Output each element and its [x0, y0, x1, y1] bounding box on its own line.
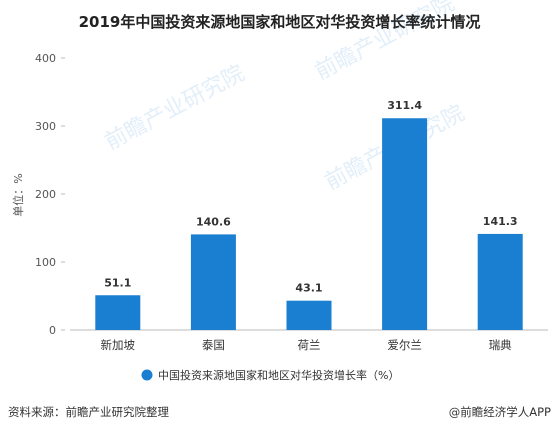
y-tick-label: 200: [35, 188, 56, 201]
x-tick-label: 新加坡: [101, 338, 136, 352]
data-label: 43.1: [295, 282, 322, 295]
y-tick-label: 300: [35, 120, 56, 133]
y-tick-label: 100: [35, 256, 56, 269]
x-tick-label: 爱尔兰: [387, 338, 422, 352]
bar: [190, 234, 236, 330]
bar: [477, 233, 523, 330]
data-label: 311.4: [387, 99, 422, 112]
bar: [95, 295, 141, 330]
data-label: 51.1: [104, 276, 131, 289]
watermark-text-3: 前瞻产业研究院: [101, 61, 249, 155]
data-labels-group: 51.1 140.6 43.1 311.4 141.3: [104, 99, 517, 294]
y-tick-label: 400: [35, 52, 56, 65]
bar: [286, 300, 332, 330]
legend-label: 中国投资来源地国家和地区对华投资增长率（%）: [158, 368, 399, 382]
legend-marker: [141, 369, 153, 381]
x-tick-label: 瑞典: [489, 338, 512, 352]
y-axis-label: 单位：%: [11, 173, 25, 216]
data-label: 141.3: [483, 215, 518, 228]
bar: [382, 118, 428, 330]
y-tick-label: 0: [49, 324, 56, 337]
footer-source: 资料来源：前瞻产业研究院整理: [8, 405, 169, 419]
x-axis-ticks: 新加坡 泰国 荷兰 爱尔兰 瑞典: [101, 338, 513, 352]
x-tick-label: 荷兰: [298, 338, 321, 352]
chart-title: 2019年中国投资来源地国家和地区对华投资增长率统计情况: [79, 13, 481, 31]
data-label: 140.6: [196, 215, 231, 228]
footer-brand: @前瞻经济学人APP: [449, 405, 551, 419]
x-tick-label: 泰国: [202, 338, 225, 352]
legend: 中国投资来源地国家和地区对华投资增长率（%）: [141, 368, 399, 382]
bars-group: [95, 118, 523, 330]
y-axis-ticks: 0 100 200 300 400: [35, 52, 65, 337]
